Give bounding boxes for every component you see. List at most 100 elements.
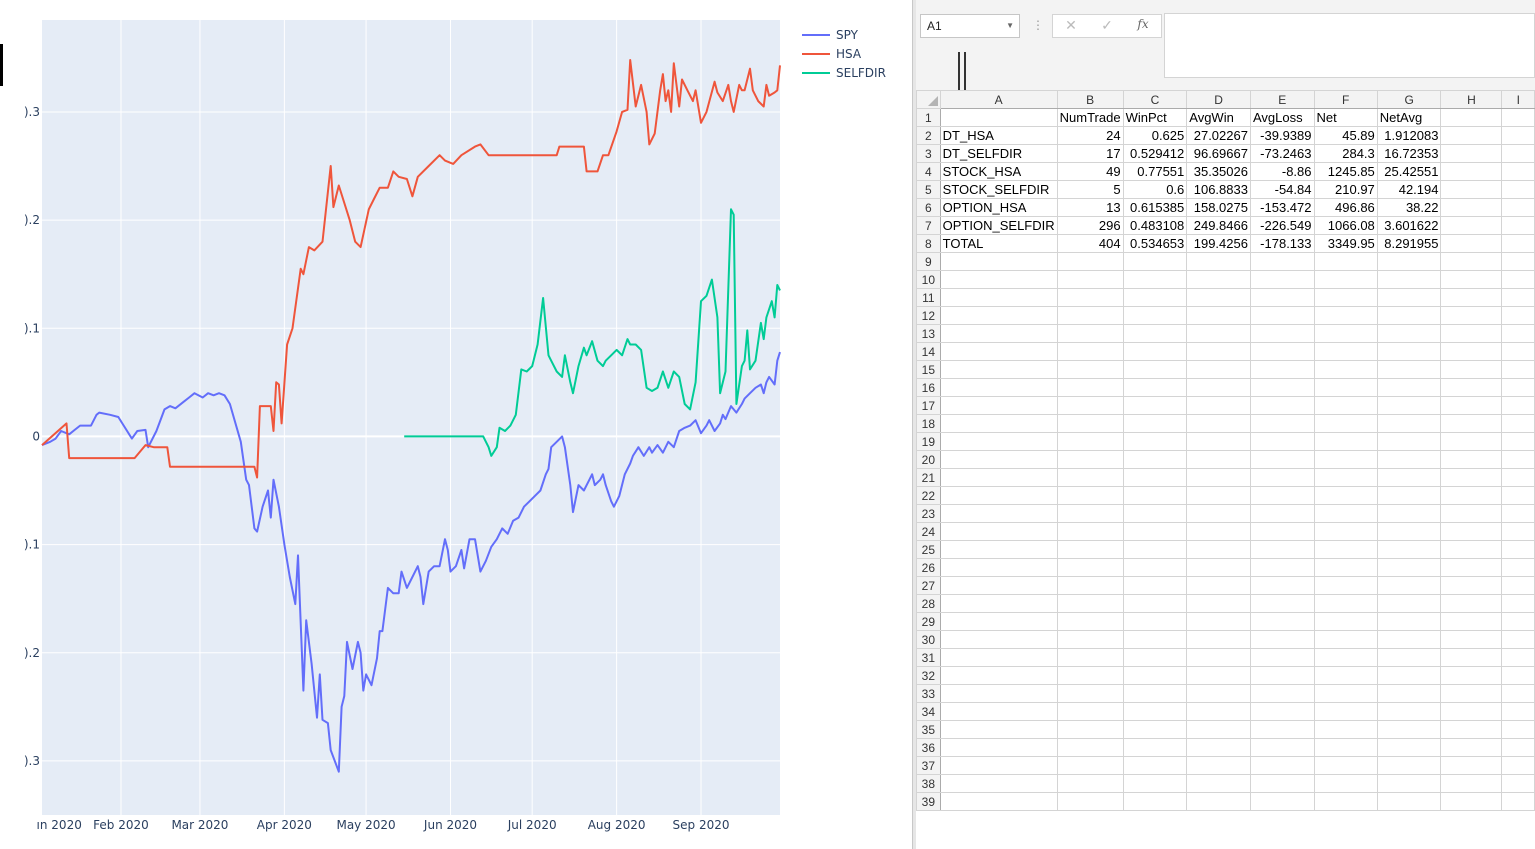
cell[interactable]	[1376, 378, 1442, 397]
row-header[interactable]: 23	[916, 504, 941, 523]
cell[interactable]: AvgWin	[1186, 108, 1251, 127]
cell[interactable]	[1440, 468, 1503, 487]
cell[interactable]: 25.42551	[1376, 162, 1442, 181]
cell[interactable]	[1122, 324, 1188, 343]
cell[interactable]: 0.529412	[1122, 144, 1188, 163]
cell[interactable]	[1122, 774, 1188, 793]
cell[interactable]	[1122, 756, 1188, 775]
cell[interactable]	[939, 522, 1058, 541]
cell[interactable]	[1313, 540, 1378, 559]
cell[interactable]	[939, 756, 1058, 775]
cell[interactable]	[1313, 702, 1378, 721]
cell[interactable]	[1440, 324, 1503, 343]
cell[interactable]	[1056, 558, 1124, 577]
cell[interactable]	[939, 288, 1058, 307]
row-header[interactable]: 36	[916, 738, 941, 757]
name-box[interactable]: A1 ▼	[920, 14, 1020, 38]
cell[interactable]: 42.194	[1376, 180, 1442, 199]
cell[interactable]	[1501, 522, 1535, 541]
cell[interactable]	[1056, 630, 1124, 649]
cell[interactable]	[1501, 540, 1535, 559]
cell[interactable]	[1056, 432, 1124, 451]
cell[interactable]	[1122, 522, 1188, 541]
cell[interactable]	[1122, 360, 1188, 379]
cell[interactable]	[939, 108, 1058, 127]
cell[interactable]	[1376, 252, 1442, 271]
cell[interactable]	[1313, 594, 1378, 613]
cell[interactable]	[1313, 468, 1378, 487]
cell[interactable]	[1376, 306, 1442, 325]
cell[interactable]	[1122, 558, 1188, 577]
cell[interactable]	[1186, 378, 1251, 397]
cell[interactable]	[1501, 270, 1535, 289]
cell[interactable]	[1186, 522, 1251, 541]
cell[interactable]	[1249, 756, 1315, 775]
cell[interactable]	[1056, 774, 1124, 793]
cell[interactable]	[1501, 720, 1535, 739]
cell[interactable]	[1249, 594, 1315, 613]
cell[interactable]	[1056, 486, 1124, 505]
cell[interactable]	[1501, 288, 1535, 307]
cell[interactable]	[939, 792, 1058, 811]
cell[interactable]	[939, 378, 1058, 397]
row-header[interactable]: 39	[916, 792, 941, 811]
row-header[interactable]: 6	[916, 198, 941, 217]
cell[interactable]	[1186, 288, 1251, 307]
cell[interactable]	[1249, 378, 1315, 397]
cell[interactable]	[1313, 792, 1378, 811]
cell[interactable]	[1376, 756, 1442, 775]
cell[interactable]	[1313, 342, 1378, 361]
cell[interactable]	[1249, 792, 1315, 811]
cell[interactable]: 45.89	[1313, 126, 1378, 145]
cell[interactable]: 27.02267	[1186, 126, 1251, 145]
cell[interactable]	[1122, 288, 1188, 307]
cell[interactable]: 199.4256	[1186, 234, 1251, 253]
row-header[interactable]: 32	[916, 666, 941, 685]
row-header[interactable]: 14	[916, 342, 941, 361]
cell[interactable]	[939, 702, 1058, 721]
row-header[interactable]: 35	[916, 720, 941, 739]
cell[interactable]: 0.483108	[1122, 216, 1188, 235]
cell[interactable]	[1376, 270, 1442, 289]
cell[interactable]	[1249, 486, 1315, 505]
cell[interactable]	[1440, 270, 1503, 289]
cell[interactable]	[1056, 522, 1124, 541]
cell[interactable]: DT_HSA	[939, 126, 1058, 145]
cell[interactable]: 0.625	[1122, 126, 1188, 145]
cell[interactable]	[1186, 342, 1251, 361]
vertical-dots-icon[interactable]: ⋮	[1032, 18, 1044, 32]
cell[interactable]: 3.601622	[1376, 216, 1442, 235]
cell[interactable]	[1122, 720, 1188, 739]
cell[interactable]	[1249, 648, 1315, 667]
column-header[interactable]: H	[1440, 90, 1503, 109]
row-header[interactable]: 1	[916, 108, 941, 127]
cell[interactable]	[1313, 774, 1378, 793]
cancel-icon[interactable]: ✕	[1065, 17, 1077, 33]
cell[interactable]	[1501, 126, 1535, 145]
cell[interactable]	[939, 738, 1058, 757]
cell[interactable]	[1249, 774, 1315, 793]
column-header[interactable]: D	[1186, 90, 1251, 109]
cell[interactable]	[1122, 414, 1188, 433]
chevron-down-icon[interactable]: ▼	[1006, 21, 1014, 30]
row-header[interactable]: 21	[916, 468, 941, 487]
cell[interactable]	[1313, 270, 1378, 289]
cell[interactable]: 210.97	[1313, 180, 1378, 199]
cell[interactable]	[1056, 702, 1124, 721]
row-header[interactable]: 7	[916, 216, 941, 235]
cell[interactable]	[1056, 504, 1124, 523]
cell[interactable]	[1122, 702, 1188, 721]
cell[interactable]: 1.912083	[1376, 126, 1442, 145]
cell[interactable]	[1501, 486, 1535, 505]
cell[interactable]	[1056, 252, 1124, 271]
cell[interactable]	[1186, 702, 1251, 721]
cell[interactable]	[1249, 738, 1315, 757]
cell[interactable]	[1186, 432, 1251, 451]
cell[interactable]	[1501, 738, 1535, 757]
cell[interactable]	[1122, 630, 1188, 649]
cell[interactable]	[1186, 738, 1251, 757]
cell[interactable]	[1440, 558, 1503, 577]
cell[interactable]	[1122, 450, 1188, 469]
cell[interactable]: WinPct	[1122, 108, 1188, 127]
row-header[interactable]: 33	[916, 684, 941, 703]
